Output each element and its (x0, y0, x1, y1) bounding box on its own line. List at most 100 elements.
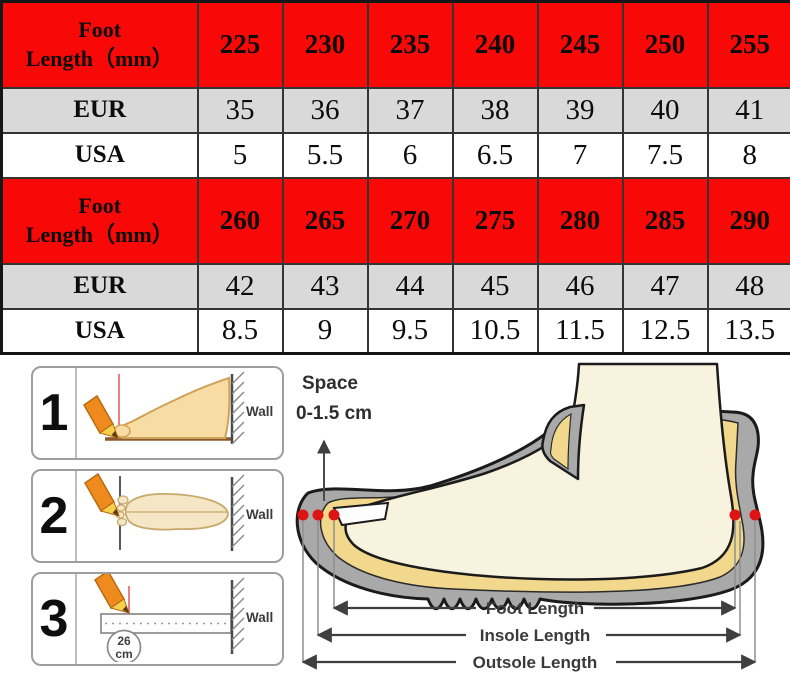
eur-cell: 48 (706, 262, 790, 310)
heel-dot (729, 509, 741, 521)
space-label-line2: 0-1.5 cm (296, 403, 372, 424)
foot-length-cell: 260 (196, 176, 284, 265)
usa-cell: 8.5 (196, 307, 284, 355)
step-number: 3 (33, 574, 77, 664)
eur-cell: 40 (621, 86, 709, 134)
extension-lines (302, 521, 756, 662)
pencil-icon (94, 574, 130, 614)
usa-cell: 5 (196, 131, 284, 179)
foot-length-cell: 225 (196, 0, 284, 89)
wall-label: Wall (246, 610, 273, 625)
toe (116, 517, 128, 527)
wall-hatch (230, 371, 245, 445)
toe-box (332, 501, 390, 527)
size-table: Foot Length（mm） 225 230 235 240 245 250 … (0, 0, 790, 355)
usa-cell: 10.5 (451, 307, 539, 355)
foot-length-cell: 270 (366, 176, 454, 265)
foot-length-cell: 255 (706, 0, 790, 89)
shoe-drawing: Space 0-1.5 cm Foot Length Insole Length… (295, 362, 765, 672)
insole-length-arrow: Insole Length (316, 626, 742, 645)
step-3-illustration: 26 cm Wall (77, 574, 282, 664)
usa-cell: 7.5 (621, 131, 709, 179)
eur-cell: 47 (621, 262, 709, 310)
foot-length-cell: 265 (281, 176, 369, 265)
foot-side-view (114, 376, 231, 439)
measuring-steps: 1 (31, 366, 284, 675)
toe-dot (328, 509, 340, 521)
wall-label: Wall (246, 404, 273, 419)
foot-length-row-1: Foot Length（mm） 225 230 235 240 245 250 … (0, 0, 790, 89)
eur-cell: 36 (281, 86, 369, 134)
eur-cell: 44 (366, 262, 454, 310)
usa-cell: 9 (281, 307, 369, 355)
foot-length-header-line2: Length（mm） (25, 221, 174, 247)
usa-row-2: USA 8.5 9 9.5 10.5 11.5 12.5 13.5 (0, 307, 790, 355)
foot-length-cell: 235 (366, 0, 454, 89)
usa-header: USA (0, 131, 199, 179)
usa-cell: 5.5 (281, 131, 369, 179)
usa-cell: 12.5 (621, 307, 709, 355)
step-panel-1: 1 (31, 366, 284, 460)
foot-length-label: Foot Length (486, 599, 584, 618)
eur-cell: 45 (451, 262, 539, 310)
eur-header: EUR (0, 86, 199, 134)
eur-cell: 43 (281, 262, 369, 310)
eur-cell: 42 (196, 262, 284, 310)
usa-cell: 7 (536, 131, 624, 179)
usa-cell: 6.5 (451, 131, 539, 179)
outsole-length-arrow: Outsole Length (301, 653, 757, 672)
foot-length-row-2: Foot Length（mm） 260 265 270 275 280 285 … (0, 176, 790, 265)
shoe-cross-section-diagram: Space 0-1.5 cm Foot Length Insole Length… (288, 361, 790, 677)
foot-length-header-line1: Foot (78, 192, 122, 218)
eur-row-1: EUR 35 36 37 38 39 40 41 (0, 86, 790, 134)
measurement-circle (106, 629, 142, 662)
foot-top-view-drawing: Wall (84, 472, 273, 551)
heel-dot (749, 509, 761, 521)
eur-cell: 41 (706, 86, 790, 134)
step-number: 1 (33, 368, 77, 458)
foot-and-leg (344, 362, 735, 581)
foot-length-cell: 230 (281, 0, 369, 89)
measurement-unit: cm (115, 647, 132, 661)
usa-cell: 6 (366, 131, 454, 179)
eur-header: EUR (0, 262, 199, 310)
wall-label: Wall (246, 507, 273, 522)
eur-cell: 38 (451, 86, 539, 134)
usa-cell: 13.5 (706, 307, 790, 355)
foot-length-cell: 245 (536, 0, 624, 89)
usa-cell: 9.5 (366, 307, 454, 355)
toe (117, 495, 129, 505)
foot-length-cell: 275 (451, 176, 539, 265)
foot-length-header-line2: Length（mm） (25, 45, 174, 71)
step-2-illustration: Wall (77, 471, 282, 561)
foot-length-cell: 250 (621, 0, 709, 89)
eur-cell: 35 (196, 86, 284, 134)
foot-length-cell: 285 (621, 176, 709, 265)
pencil-icon (83, 394, 119, 439)
usa-cell: 11.5 (536, 307, 624, 355)
collar-front-lining (549, 412, 572, 471)
step-panel-3: 3 26 cm (31, 572, 284, 666)
insole-length-label: Insole Length (480, 626, 591, 645)
wall-hatch (230, 474, 245, 551)
foot-length-arrow: Foot Length (332, 599, 737, 618)
wall-hatch (230, 577, 245, 654)
pencil-icon (84, 472, 120, 517)
usa-row-1: USA 5 5.5 6 6.5 7 7.5 8 (0, 131, 790, 179)
space-label-line1: Space (302, 373, 358, 394)
step-panel-2: 2 (31, 469, 284, 563)
usa-header: USA (0, 307, 199, 355)
foot-length-header-line1: Foot (78, 17, 122, 43)
step-1-illustration: Wall (77, 368, 282, 458)
toe-dot (312, 509, 324, 521)
eur-cell: 37 (366, 86, 454, 134)
foot-side-view-drawing: Wall (83, 371, 273, 445)
foot-length-header: Foot Length（mm） (0, 176, 199, 265)
usa-cell: 8 (706, 131, 790, 179)
eur-row-2: EUR 42 43 44 45 46 47 48 (0, 262, 790, 310)
eur-cell: 39 (536, 86, 624, 134)
step-number: 2 (33, 471, 77, 561)
eur-cell: 46 (536, 262, 624, 310)
toe-dot (297, 509, 309, 521)
